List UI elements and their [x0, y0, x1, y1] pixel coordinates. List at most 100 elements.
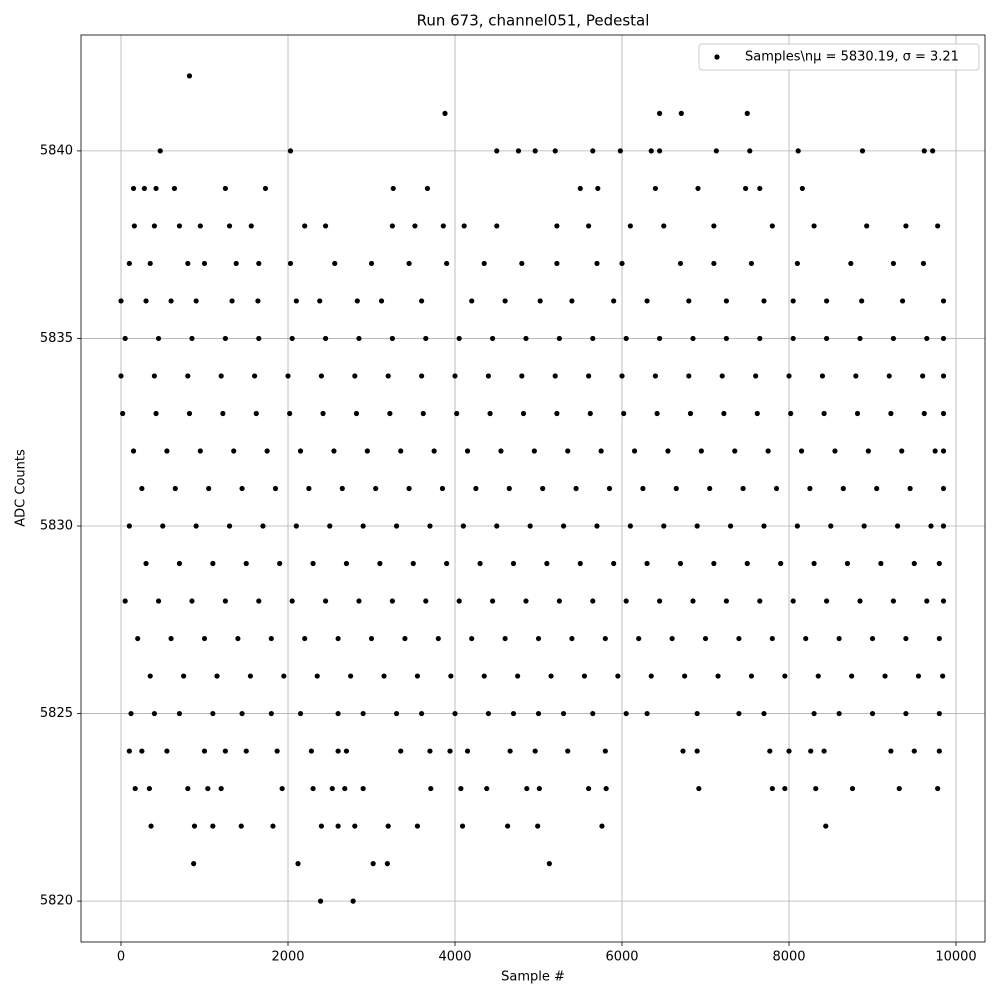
data-point — [176, 223, 183, 229]
data-point — [815, 673, 821, 679]
y-tick-label: 5840 — [40, 143, 73, 158]
data-point — [131, 223, 137, 229]
data-point — [854, 410, 861, 417]
data-point — [520, 410, 527, 417]
data-point — [126, 748, 132, 754]
data-point — [393, 710, 400, 717]
legend-label: Samples\nμ = 5830.19, σ = 3.21 — [745, 50, 959, 65]
data-point — [317, 298, 323, 304]
data-point — [527, 523, 533, 529]
data-point — [172, 485, 178, 492]
data-point — [452, 373, 458, 379]
data-point — [723, 298, 729, 304]
data-point — [352, 373, 358, 379]
data-point — [911, 748, 917, 754]
data-point — [586, 223, 592, 229]
data-point — [226, 523, 233, 529]
data-point — [487, 410, 493, 417]
data-point — [767, 748, 773, 754]
data-point — [757, 185, 763, 192]
data-point — [736, 710, 742, 717]
data-point — [243, 748, 249, 754]
data-point — [444, 560, 450, 567]
data-point — [811, 710, 817, 717]
data-point — [544, 560, 550, 567]
data-point — [795, 148, 801, 154]
data-point — [727, 523, 734, 529]
data-point — [924, 335, 930, 342]
data-point — [565, 448, 571, 454]
data-point — [896, 785, 902, 792]
data-point — [268, 710, 274, 717]
data-point — [279, 785, 285, 792]
data-point — [803, 635, 809, 642]
data-point — [310, 560, 316, 567]
data-point — [353, 410, 360, 417]
data-point — [836, 635, 842, 642]
data-point — [813, 785, 819, 792]
plot-frame — [80, 34, 986, 943]
data-point — [836, 710, 842, 717]
data-point — [556, 335, 562, 342]
data-point — [214, 673, 220, 679]
data-point — [602, 748, 608, 754]
data-point — [423, 598, 429, 604]
data-point — [940, 673, 946, 679]
data-point — [377, 560, 383, 567]
data-point — [122, 598, 128, 604]
data-point — [644, 560, 650, 567]
data-point — [865, 448, 871, 454]
data-point — [631, 448, 638, 454]
data-point — [524, 785, 530, 792]
data-point — [665, 448, 671, 454]
data-point — [343, 748, 350, 754]
data-point — [335, 748, 341, 754]
data-point — [317, 898, 324, 904]
data-point — [458, 785, 464, 792]
data-point — [485, 373, 492, 379]
data-point — [502, 298, 508, 304]
data-point — [335, 823, 341, 829]
data-point — [573, 485, 579, 492]
data-point — [484, 785, 490, 792]
data-point — [332, 260, 338, 267]
data-point — [590, 598, 596, 604]
data-point — [385, 823, 391, 829]
data-point — [469, 298, 475, 304]
data-point — [907, 485, 913, 492]
data-point — [769, 785, 775, 792]
data-point — [590, 335, 596, 342]
data-point — [849, 673, 855, 679]
data-point — [577, 185, 583, 192]
x-tick-label: 2000 — [271, 950, 304, 965]
data-point — [360, 785, 366, 792]
data-point — [560, 710, 567, 717]
y-axis-label: ADC Counts — [14, 449, 29, 527]
data-point — [222, 335, 228, 342]
data-point — [370, 861, 376, 867]
data-point — [130, 448, 137, 454]
data-point — [201, 635, 208, 642]
data-point — [447, 748, 453, 754]
data-point — [335, 710, 341, 717]
data-point — [821, 410, 827, 417]
data-point — [686, 373, 692, 379]
data-point — [412, 223, 418, 229]
data-point — [139, 748, 145, 754]
data-point — [594, 260, 600, 267]
data-point — [552, 373, 558, 379]
data-point — [677, 560, 684, 567]
data-point — [191, 823, 198, 829]
data-point — [587, 410, 593, 417]
data-point — [510, 710, 517, 717]
data-point — [773, 485, 780, 492]
data-point — [552, 148, 558, 154]
data-point — [193, 523, 199, 529]
data-point — [523, 598, 529, 604]
data-point — [431, 448, 437, 454]
data-point — [148, 823, 154, 829]
data-point — [920, 373, 926, 379]
data-point — [419, 373, 425, 379]
legend-box — [698, 43, 980, 71]
data-point — [811, 223, 817, 229]
